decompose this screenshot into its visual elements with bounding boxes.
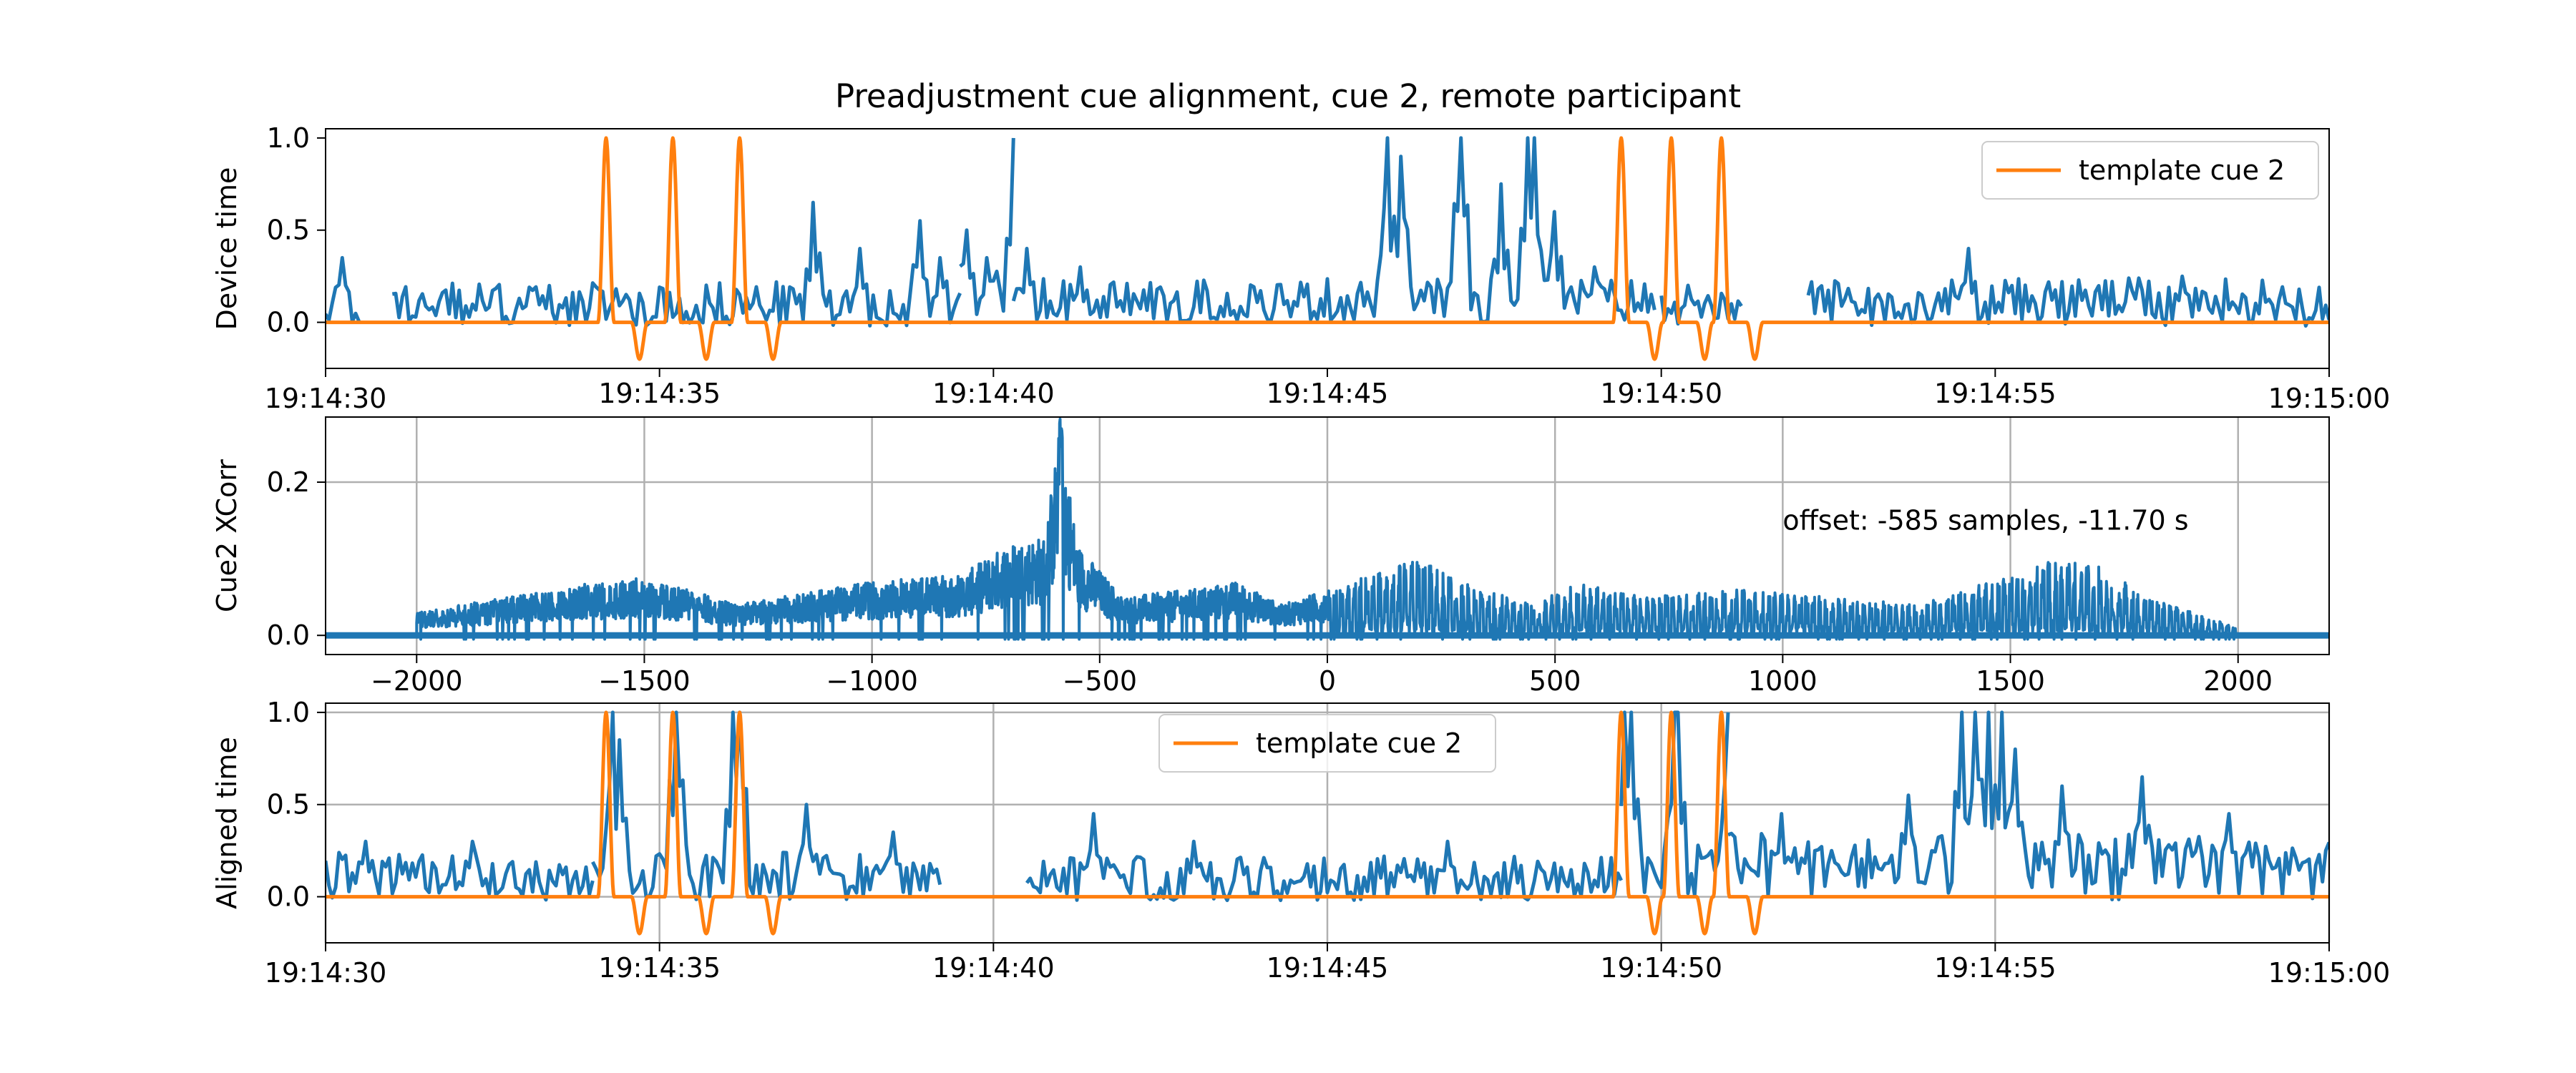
x-tick-label: 19:14:30: [265, 957, 387, 989]
x-tick-label: 19:15:00: [2268, 383, 2391, 414]
series-signal-line: [326, 710, 2329, 903]
legend: template cue 2: [1158, 714, 1496, 773]
series-template-cue-2-line: [326, 136, 2329, 361]
y-tick-label: 0.5: [267, 789, 310, 820]
x-tick-label: 0: [1319, 665, 1336, 697]
x-tick-label: 19:14:35: [598, 378, 721, 409]
panel-device-time: 19:14:30 19:14:35 19:14:40 19:14:45 19:14:50…: [211, 122, 2390, 414]
x-tick-label: 19:14:50: [1600, 952, 1722, 984]
series-signal-line: [326, 136, 2329, 328]
legend: template cue 2: [1981, 141, 2319, 200]
figure-title: Preadjustment cue alignment, cue 2, remo…: [835, 77, 1741, 115]
x-tick-label: 19:14:40: [932, 378, 1055, 409]
x-tick-label: −1500: [598, 665, 691, 697]
x-tick-label: 19:15:00: [2268, 957, 2391, 989]
panel-aligned-time: 19:14:30 19:14:35 19:14:40 19:14:45 19:14:50…: [211, 697, 2390, 989]
y-tick-label: 0.0: [267, 881, 310, 913]
x-tick-label: 19:14:30: [265, 383, 387, 414]
y-tick-label: 0.0: [267, 307, 310, 338]
y-axis-label: Cue2 XCorr: [211, 459, 243, 612]
y-tick-label: 0.5: [267, 215, 310, 246]
y-axis-label: Device time: [211, 167, 243, 330]
y-tick-label: 1.0: [267, 122, 310, 154]
x-tick-label: 2000: [2203, 665, 2273, 697]
y-tick-label: 0.0: [267, 619, 310, 651]
x-tick-label: 19:14:40: [932, 952, 1055, 984]
x-tick-label: 19:14:55: [1934, 378, 2057, 409]
x-tick-label: −1000: [826, 665, 918, 697]
y-tick-label: 1.0: [267, 697, 310, 728]
offset-annotation: offset: -585 samples, -11.70 s: [1782, 505, 2188, 536]
x-tick-label: 19:14:50: [1600, 378, 1722, 409]
x-tick-label: 1500: [1976, 665, 2045, 697]
series-xcorr-line: [326, 417, 2329, 641]
legend-label: template cue 2: [1256, 727, 1462, 759]
x-tick-label: 19:14:35: [598, 952, 721, 984]
x-tick-label: 500: [1529, 665, 1581, 697]
x-tick-label: 19:14:45: [1267, 952, 1389, 984]
x-tick-label: 19:14:55: [1934, 952, 2057, 984]
series-template-cue-2-line: [326, 710, 2329, 936]
legend-box: [1158, 714, 1496, 773]
panel-cue2-xcorr: −2000 −1500 −1000 −500 0 500 1000 1500 2000 0.0 0.…: [211, 416, 2330, 697]
x-tick-label: 1000: [1748, 665, 1818, 697]
x-tick-label: 19:14:45: [1267, 378, 1389, 409]
x-tick-label: −500: [1063, 665, 1137, 697]
x-tick-label: −2000: [371, 665, 463, 697]
y-axis-label: Aligned time: [211, 737, 243, 909]
legend-label: template cue 2: [2079, 155, 2285, 186]
legend-box: [1981, 141, 2319, 200]
y-tick-label: 0.2: [267, 466, 310, 498]
